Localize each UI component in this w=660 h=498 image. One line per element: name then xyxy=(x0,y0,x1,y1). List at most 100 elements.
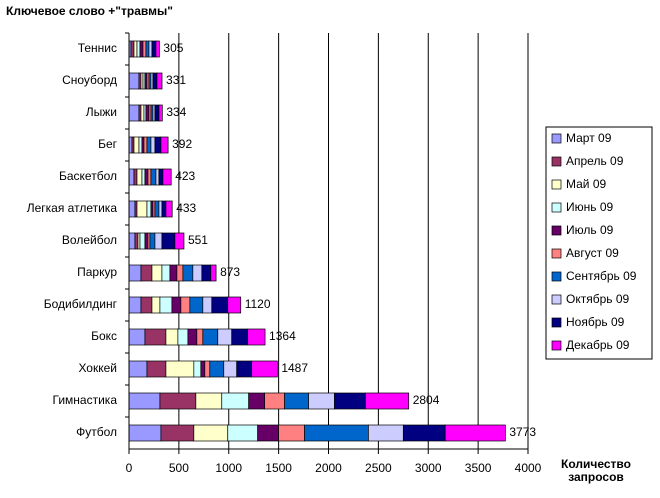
x-tick-label: 0 xyxy=(126,461,133,475)
bar-segment xyxy=(165,328,179,346)
bar-segment xyxy=(257,424,279,442)
bar-segment xyxy=(154,104,160,122)
bar-segment xyxy=(231,328,249,346)
total-label: 2804 xyxy=(413,393,440,407)
bar-segment xyxy=(149,232,156,250)
bar-segment xyxy=(128,72,140,90)
bar-segment xyxy=(160,136,169,154)
legend-label: Июль 09 xyxy=(566,223,614,237)
bar-segment xyxy=(402,424,446,442)
y-tick-label: Бокс xyxy=(91,329,117,343)
bar-segment xyxy=(136,200,148,218)
bar-segment xyxy=(308,392,335,410)
bar-segment xyxy=(304,424,369,442)
y-tick-label: Паркур xyxy=(77,265,117,279)
bar-segment xyxy=(151,264,163,282)
bar-segment xyxy=(202,328,219,346)
legend-label: Июнь 09 xyxy=(566,200,614,214)
bar-segment xyxy=(147,168,152,186)
bar-segment xyxy=(187,328,198,346)
total-label: 331 xyxy=(166,73,186,87)
bar-segment xyxy=(162,168,172,186)
x-tick-label: 3000 xyxy=(415,461,442,475)
bar-segment xyxy=(158,168,164,186)
y-tick-label: Футбол xyxy=(76,425,117,439)
legend-swatch xyxy=(551,271,562,282)
bar-segment xyxy=(146,200,152,218)
bar-segment xyxy=(130,40,135,58)
bar-segment xyxy=(141,168,146,186)
bar-segment xyxy=(180,296,191,314)
bar-segment xyxy=(140,104,145,122)
bar-segment xyxy=(128,232,136,250)
bar-segment xyxy=(189,296,204,314)
bar-segment xyxy=(158,104,163,122)
legend-swatch xyxy=(551,294,562,305)
bar-segment xyxy=(150,168,157,186)
bar-segment xyxy=(136,168,143,186)
bar-segment xyxy=(165,360,195,378)
x-tick-label: 2000 xyxy=(315,461,342,475)
chart-title: Ключевое слово +"травмы" xyxy=(6,4,173,18)
bar-segment xyxy=(128,168,135,186)
total-label: 1487 xyxy=(281,361,308,375)
legend-swatch xyxy=(551,202,562,213)
total-label: 334 xyxy=(166,105,186,119)
bar-segment xyxy=(146,136,152,154)
y-tick-label: Хоккей xyxy=(78,361,117,375)
bar-segment xyxy=(145,104,150,122)
bar-segment xyxy=(134,232,139,250)
bar-segment xyxy=(227,424,259,442)
total-label: 873 xyxy=(220,265,240,279)
y-tick-label: Волейбол xyxy=(62,233,117,247)
bar-segment xyxy=(211,296,229,314)
legend-label: Август 09 xyxy=(566,246,619,260)
bar-segment xyxy=(174,232,185,250)
bar-segment xyxy=(209,360,225,378)
total-label: 433 xyxy=(176,201,196,215)
bar-segment xyxy=(334,392,366,410)
total-label: 551 xyxy=(188,233,208,247)
x-tick-label: 1500 xyxy=(265,461,292,475)
bar-segment xyxy=(128,328,146,346)
bar-segment xyxy=(160,424,195,442)
bar-segment xyxy=(133,40,138,58)
legend-label: Апрель 09 xyxy=(566,154,624,168)
bar-segment xyxy=(159,392,197,410)
bar-segment xyxy=(161,264,171,282)
bar-segment xyxy=(171,296,182,314)
bar-segment xyxy=(145,40,150,58)
bar-segment xyxy=(144,328,167,346)
bar-segment xyxy=(144,168,149,186)
bar-segment xyxy=(161,232,176,250)
bar-segment xyxy=(136,40,141,58)
legend-swatch xyxy=(551,156,562,167)
bar-segment xyxy=(192,264,203,282)
bar-segment xyxy=(154,232,163,250)
bar-segment xyxy=(144,232,149,250)
bar-segment xyxy=(251,360,278,378)
bar-segment xyxy=(204,360,211,378)
bar-segment xyxy=(444,424,506,442)
y-tick-label: Гимнастика xyxy=(53,393,118,407)
legend-swatch xyxy=(551,179,562,190)
bar-segment xyxy=(128,296,142,314)
legend-label: Март 09 xyxy=(566,131,612,145)
legend-swatch xyxy=(551,340,562,351)
bar-segment xyxy=(155,40,160,58)
bar-segment xyxy=(227,296,242,314)
y-tick-label: Баскетбол xyxy=(59,169,117,183)
bar-segment xyxy=(159,296,173,314)
bar-segment xyxy=(161,200,167,218)
legend-label: Май 09 xyxy=(566,177,607,191)
y-tick-label: Теннис xyxy=(78,41,117,55)
legend-swatch xyxy=(551,317,562,328)
bar-segment xyxy=(128,360,148,378)
bar-segment xyxy=(264,392,285,410)
x-tick-label: 2500 xyxy=(365,461,392,475)
bar-segment xyxy=(128,424,162,442)
bar-segment xyxy=(156,72,163,90)
bar-segment xyxy=(221,392,250,410)
